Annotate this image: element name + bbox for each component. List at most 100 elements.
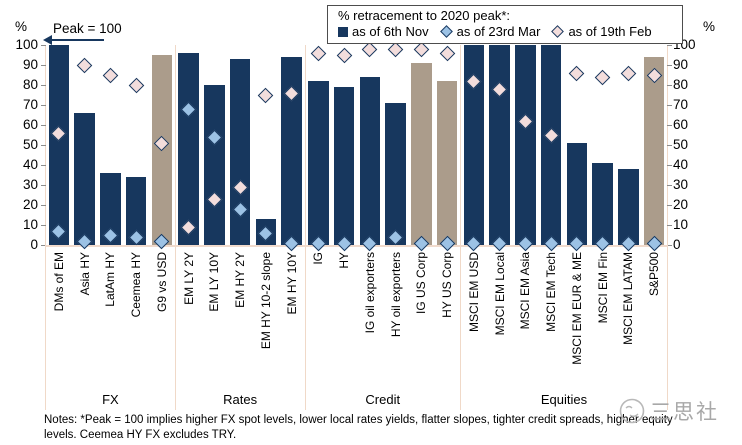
plot-cell bbox=[227, 45, 253, 245]
y-tick-mark bbox=[41, 65, 46, 66]
y-tick-label: 20 bbox=[22, 197, 38, 212]
x-axis-label: EM HY 10-2 slope bbox=[258, 252, 273, 350]
bar-msci-em-latam bbox=[618, 169, 639, 245]
plot-cell bbox=[98, 45, 124, 245]
x-axis-line bbox=[45, 245, 668, 247]
x-axis-label: HY bbox=[337, 252, 352, 269]
bar-latam-hy bbox=[100, 173, 121, 245]
bar-ceemea-hy bbox=[125, 177, 147, 245]
legend-items: as of 6th Nov as of 23rd Mar as of 19th … bbox=[338, 24, 676, 39]
plot-cell bbox=[357, 41, 383, 251]
y-tick-label: 20 bbox=[673, 197, 689, 212]
x-axis-label: MSCI EM EUR & ME bbox=[569, 252, 584, 365]
x-axis-label: Asia HY bbox=[77, 252, 92, 296]
legend-item-nov: as of 6th Nov bbox=[338, 24, 429, 39]
bar-msci-em-fin bbox=[592, 163, 613, 245]
square-marker-icon bbox=[338, 26, 348, 37]
diamond-19feb bbox=[594, 69, 611, 85]
bar-msci-em-usd bbox=[463, 45, 485, 245]
plot-cell bbox=[123, 45, 149, 245]
legend-item-label: as of 23rd Mar bbox=[456, 24, 541, 39]
diamond-19feb bbox=[569, 65, 585, 81]
diamond-19feb bbox=[102, 67, 119, 83]
y-tick-label: 70 bbox=[673, 97, 689, 112]
watermark-logo-icon bbox=[619, 398, 645, 424]
blue-diamond-marker-icon bbox=[439, 25, 453, 38]
footnotes: Notes: *Peak = 100 implies higher FX spo… bbox=[44, 414, 673, 441]
y-tick-mark bbox=[41, 125, 46, 126]
plot-cell bbox=[279, 45, 305, 251]
y-tick-mark bbox=[41, 165, 46, 166]
chart-column: HY bbox=[331, 45, 357, 410]
plot-cell bbox=[383, 41, 409, 245]
y-tick-mark bbox=[667, 225, 672, 226]
y-tick-mark bbox=[667, 145, 672, 146]
y-tick-label: 100 bbox=[15, 37, 38, 52]
y-tick-label: 80 bbox=[22, 77, 38, 92]
chart-column: Ceemea HY bbox=[123, 45, 149, 410]
y-tick-mark bbox=[667, 205, 672, 206]
chart-column: MSCI EM Fin bbox=[590, 45, 616, 410]
bar-msci-em-local bbox=[489, 45, 510, 245]
y-tick-label: 50 bbox=[22, 137, 38, 152]
y-tick-mark bbox=[667, 85, 672, 86]
plot-cell bbox=[409, 41, 435, 251]
plot-cell bbox=[538, 45, 564, 251]
watermark-text: 三思社 bbox=[650, 401, 719, 424]
y-tick-label: 0 bbox=[30, 237, 38, 252]
legend: % retracement to 2020 peak*: as of 6th N… bbox=[327, 5, 683, 44]
y-tick-label: 90 bbox=[673, 57, 689, 72]
x-axis-label: IG US Corp bbox=[414, 252, 429, 315]
diamond-19feb bbox=[336, 47, 352, 63]
x-axis-label: MSCI EM Asia bbox=[518, 252, 533, 330]
plot-cell bbox=[46, 45, 72, 245]
x-axis-label: HY oil exporters bbox=[388, 252, 403, 338]
x-axis-label: MSCI EM LATAM bbox=[621, 252, 636, 345]
diamond-19feb bbox=[76, 57, 93, 73]
y-tick-label: 90 bbox=[22, 57, 38, 72]
y-tick-label: 40 bbox=[22, 157, 38, 172]
chart-column: MSCI EM EUR & ME bbox=[564, 45, 590, 410]
plot-cell bbox=[487, 45, 513, 251]
y-tick-mark bbox=[41, 145, 46, 146]
y-tick-mark bbox=[667, 185, 672, 186]
x-axis-label: EM HY 2Y bbox=[233, 252, 248, 308]
x-axis-label: MSCI EM Fin bbox=[595, 252, 610, 324]
x-axis-label: IG bbox=[311, 252, 326, 265]
plot-cell bbox=[253, 45, 279, 245]
group-rates: EM LY 2Y EM LY 10Y EM HY 2Y EM HY 10-2 slop… bbox=[176, 45, 306, 410]
chart-column: Asia HY bbox=[72, 45, 98, 410]
legend-item-label: as of 19th Feb bbox=[568, 24, 652, 39]
y-tick-label: 60 bbox=[673, 117, 689, 132]
x-axis-label: HY US Corp bbox=[440, 252, 455, 318]
x-axis-label: G9 vs USD bbox=[154, 252, 169, 313]
bar-em-hy-10y bbox=[281, 57, 302, 245]
group-label: Rates bbox=[223, 392, 258, 407]
legend-item-feb: as of 19th Feb bbox=[551, 24, 652, 39]
x-axis-label: MSCI EM Tech bbox=[544, 252, 559, 332]
plot-cell bbox=[331, 45, 357, 251]
y-tick-label: 10 bbox=[22, 217, 38, 232]
chart-column: MSCI EM Tech bbox=[538, 45, 564, 410]
plot-cell bbox=[461, 45, 487, 251]
chart-column: S&P500 bbox=[641, 45, 667, 410]
y-tick-mark bbox=[667, 45, 672, 46]
chart-column: EM LY 10Y bbox=[202, 45, 228, 410]
chart-column: EM HY 10Y bbox=[279, 45, 305, 410]
y-tick-mark bbox=[41, 105, 46, 106]
y-tick-mark bbox=[667, 245, 672, 246]
y-tick-label: 70 bbox=[22, 97, 38, 112]
y-tick-label: 80 bbox=[673, 77, 689, 92]
bar-em-ly-10y bbox=[204, 85, 225, 245]
bar-hy-us-corp bbox=[436, 81, 458, 245]
pink-diamond-marker-icon bbox=[551, 25, 565, 38]
plot-cell bbox=[202, 45, 228, 245]
legend-item-label: as of 6th Nov bbox=[352, 24, 429, 39]
y-tick-mark bbox=[667, 165, 672, 166]
plot-cell bbox=[306, 45, 332, 251]
chart-column: IG bbox=[306, 45, 332, 410]
x-axis-label: Ceemea HY bbox=[129, 252, 144, 318]
chart-column: MSCI EM Asia bbox=[513, 45, 539, 410]
chart-column: MSCI EM LATAM bbox=[616, 45, 642, 410]
